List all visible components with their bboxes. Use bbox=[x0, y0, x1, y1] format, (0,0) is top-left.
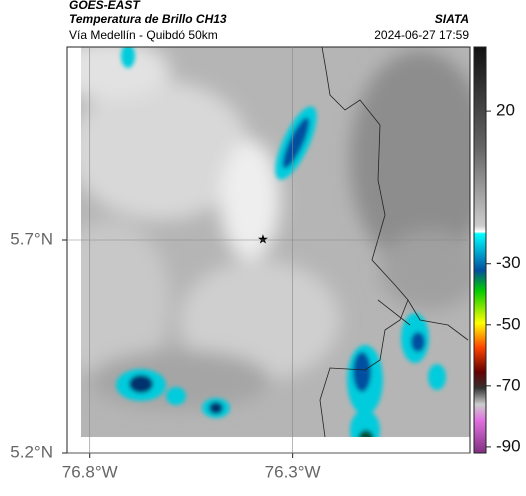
colorbar-tick-label: -90 bbox=[496, 436, 521, 455]
subtitle: Vía Medellín - Quibdó 50km bbox=[69, 28, 218, 42]
x-tick-label: 76.3°W bbox=[265, 462, 321, 481]
source: GOES-EAST bbox=[69, 0, 141, 12]
colorbar-tick-label: 20 bbox=[496, 101, 515, 120]
title: Temperatura de Brillo CH13 bbox=[69, 12, 227, 26]
y-tick-label: 5.7°N bbox=[10, 229, 53, 248]
satellite-image: ★ bbox=[67, 47, 470, 453]
y-tick-label: 5.2°N bbox=[10, 442, 53, 461]
datetime: 2024-06-27 17:59 bbox=[374, 28, 469, 42]
colorbar-tick-label: -70 bbox=[496, 375, 521, 394]
agency: SIATA bbox=[435, 12, 469, 26]
x-tick-label: 76.8°W bbox=[62, 462, 118, 481]
colorbar bbox=[473, 46, 487, 454]
colorbar-tick-label: -30 bbox=[496, 253, 521, 272]
border bbox=[319, 47, 469, 438]
colorbar-tick-label: -50 bbox=[496, 314, 521, 333]
city-marker: ★ bbox=[257, 231, 269, 246]
header: GOES-EAST Temperatura de Brillo CH13 SIA… bbox=[69, 0, 469, 42]
